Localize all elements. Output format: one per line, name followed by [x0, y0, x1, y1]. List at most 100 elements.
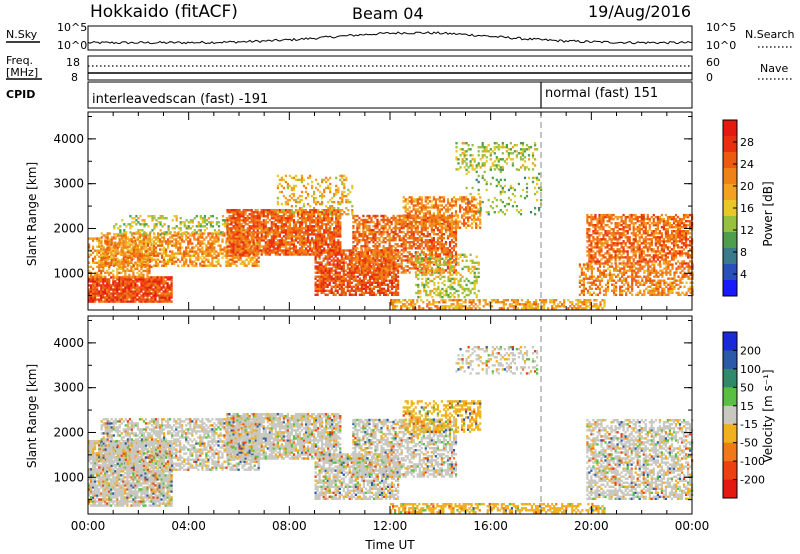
echo-cell [326, 273, 329, 276]
echo-cell [311, 233, 314, 236]
echo-cell [360, 255, 363, 258]
echo-cell [217, 254, 220, 257]
echo-cell [352, 230, 355, 234]
echo-cell [246, 237, 249, 240]
echo-cell [313, 243, 316, 246]
echo-cell [193, 217, 196, 220]
echo-cell [255, 262, 258, 265]
echo-cell [153, 233, 156, 236]
echo-cell [108, 246, 111, 249]
echo-cell [114, 241, 117, 244]
echo-cell [237, 256, 240, 259]
echo-cell [240, 223, 243, 226]
echo-cell [211, 258, 214, 261]
echo-cell [333, 211, 336, 214]
echo-cell [258, 211, 261, 214]
echo-cell [332, 291, 335, 294]
echo-cell [138, 290, 141, 293]
echo-cell [362, 279, 365, 282]
echo-cell [332, 269, 335, 272]
echo-cell [430, 220, 433, 223]
echo-cell [288, 174, 291, 178]
echo-cell [326, 275, 329, 278]
echo-cell [252, 227, 255, 230]
echo-cell [129, 215, 132, 218]
echo-cell [239, 256, 242, 259]
echo-cell [98, 265, 101, 269]
echo-cell [128, 263, 131, 266]
echo-cell [166, 290, 169, 293]
cpid-segment-normal: normal (fast) 151 [545, 86, 658, 101]
frequency-panel: Freq. [MHz] 18 8 60 0 Nave [6, 54, 792, 84]
echo-cell [165, 260, 168, 263]
echo-cell [187, 254, 190, 257]
echo-cell [195, 262, 198, 265]
echo-cell [197, 248, 200, 251]
echo-cell [238, 235, 241, 238]
echo-cell [132, 294, 135, 297]
echo-cell [331, 235, 334, 238]
echo-cell [158, 294, 161, 297]
echo-cell [380, 271, 383, 274]
echo-cell [272, 221, 275, 224]
echo-cell [207, 250, 210, 253]
echo-cell [148, 246, 152, 249]
echo-cell [161, 260, 164, 263]
echo-cell [154, 294, 157, 297]
echo-cell [108, 294, 111, 297]
echo-cell [282, 251, 285, 254]
echo-cell [329, 231, 332, 234]
echo-cell [362, 265, 365, 268]
echo-cell [326, 269, 329, 272]
echo-cell [339, 209, 342, 212]
echo-cell [335, 235, 338, 238]
echo-cell [163, 264, 166, 267]
echo-cell [320, 281, 323, 284]
echo-cell [284, 213, 287, 216]
echo-cell [94, 288, 97, 291]
echo-cell [288, 221, 291, 224]
echo-cell [328, 289, 331, 292]
echo-cell [112, 275, 115, 279]
echo-cell [160, 292, 163, 295]
echo-cell [382, 224, 385, 228]
echo-cell [162, 284, 165, 287]
echo-cell [354, 277, 357, 280]
echo-cell [100, 264, 103, 267]
echo-cell [372, 253, 376, 256]
echo-cell [199, 240, 202, 243]
echo-cell [219, 264, 222, 267]
echo-cell [110, 298, 113, 301]
echo-cell [342, 283, 345, 286]
echo-cell [223, 234, 226, 237]
echo-cell [382, 245, 385, 248]
echo-cell [272, 231, 275, 234]
echo-cell [154, 284, 157, 287]
echo-cell [317, 237, 320, 240]
echo-cell [152, 254, 156, 257]
echo-cell [96, 249, 99, 252]
echo-cell [376, 267, 379, 270]
echo-cell [334, 267, 337, 270]
echo-cell [128, 256, 131, 259]
echo-cell [402, 214, 405, 217]
echo-cell [114, 292, 117, 295]
echo-cell [328, 291, 331, 294]
echo-cell [341, 192, 344, 196]
echo-cell [333, 251, 336, 254]
echo-cell [240, 227, 243, 230]
echo-cell [122, 290, 125, 293]
echo-cell [258, 217, 261, 220]
echo-cell [132, 246, 135, 249]
echo-cell [304, 211, 308, 214]
echo-cell [446, 235, 450, 238]
echo-cell [118, 276, 121, 279]
echo-cell [116, 242, 119, 245]
echo-cell [120, 243, 123, 246]
echo-cell [292, 192, 296, 196]
echo-cell [300, 209, 304, 212]
echo-cell [266, 251, 269, 254]
echo-cell [311, 227, 314, 230]
echo-cell [102, 246, 105, 249]
echo-cell [219, 250, 222, 253]
